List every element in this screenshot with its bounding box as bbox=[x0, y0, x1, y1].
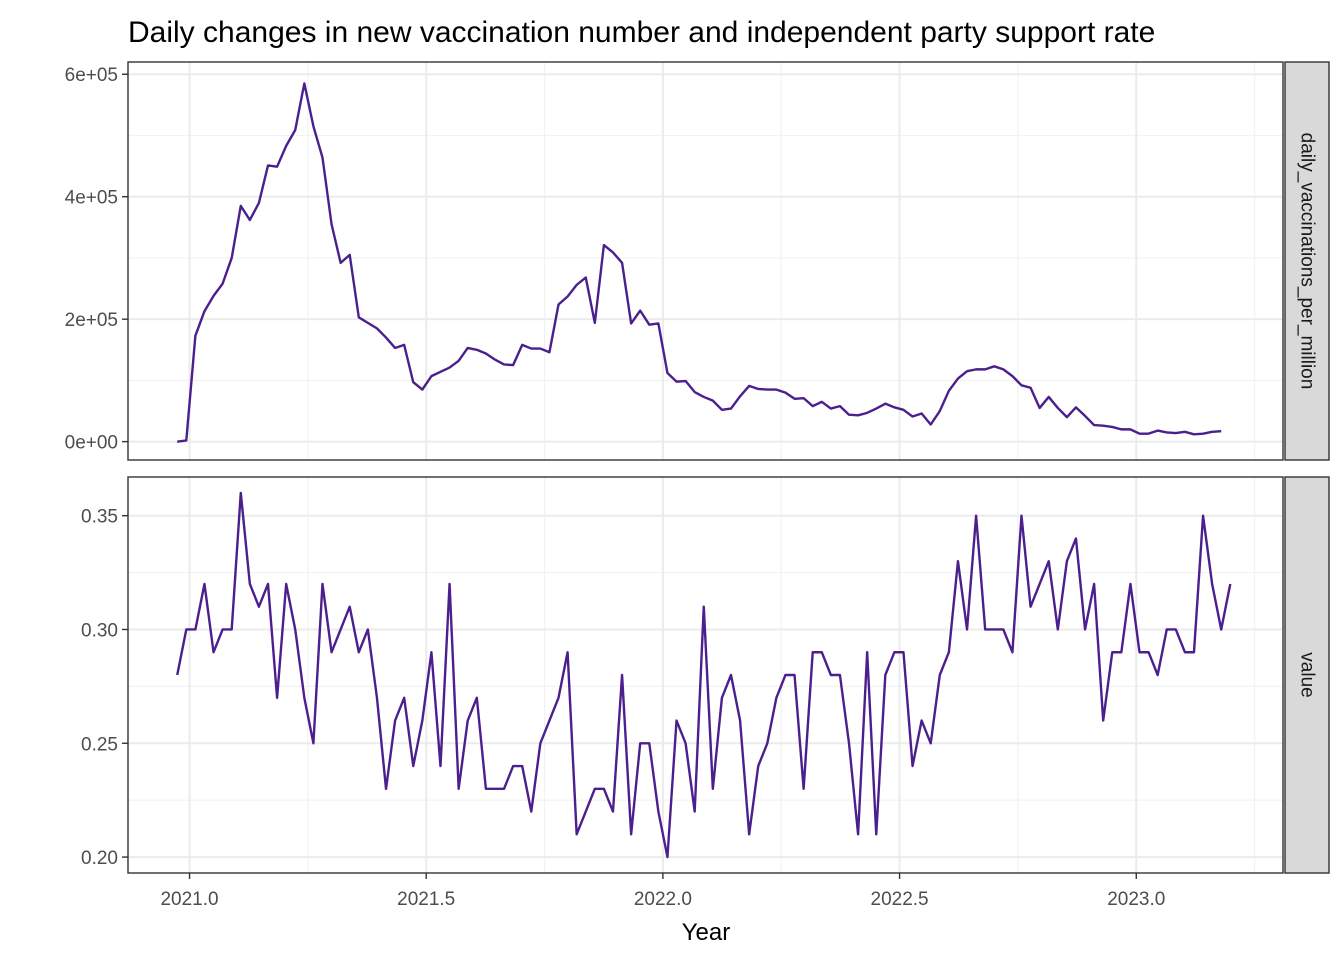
y-tick-label: 0.20 bbox=[81, 848, 118, 869]
y-tick-label: 0.25 bbox=[81, 734, 118, 755]
x-tick-label: 2021.5 bbox=[397, 889, 455, 910]
facet-strip bbox=[1284, 61, 1330, 461]
y-tick-label: 0e+00 bbox=[65, 433, 118, 454]
facet-strip-label: value bbox=[1297, 652, 1318, 697]
y-tick-label: 2e+05 bbox=[65, 310, 118, 331]
series-line-value bbox=[176, 491, 1232, 859]
chart-title: Daily changes in new vaccination number … bbox=[128, 16, 1155, 49]
facet-panel-0: 0e+00 2e+05 4e+05 6e+05 daily_vaccinations_p… bbox=[65, 61, 1330, 461]
y-tick-label: 0.35 bbox=[81, 507, 118, 528]
panel-border bbox=[127, 476, 1284, 874]
facet-strip-label: daily_vaccinations_per_million bbox=[1297, 133, 1318, 390]
facet-strip bbox=[1284, 476, 1330, 874]
panel-border bbox=[127, 61, 1284, 461]
x-axis-title: Year bbox=[682, 919, 731, 946]
series-line-daily_vaccinations_per_million bbox=[177, 82, 1222, 443]
facet-panels: 0e+00 2e+05 4e+05 6e+05 daily_vaccinations_p… bbox=[65, 61, 1330, 910]
panel-background bbox=[128, 477, 1283, 873]
x-tick-label: 2021.0 bbox=[160, 889, 218, 910]
y-tick-label: 6e+05 bbox=[65, 65, 118, 86]
x-tick-label: 2022.5 bbox=[871, 889, 929, 910]
y-tick-label: 4e+05 bbox=[65, 188, 118, 209]
y-tick-label: 0.30 bbox=[81, 620, 118, 641]
panel-background bbox=[128, 62, 1283, 460]
x-tick-label: 2022.0 bbox=[634, 889, 692, 910]
facet-panel-1: 0.20 0.25 0.30 0.35 value bbox=[81, 476, 1330, 874]
x-tick-label: 2023.0 bbox=[1107, 889, 1165, 910]
